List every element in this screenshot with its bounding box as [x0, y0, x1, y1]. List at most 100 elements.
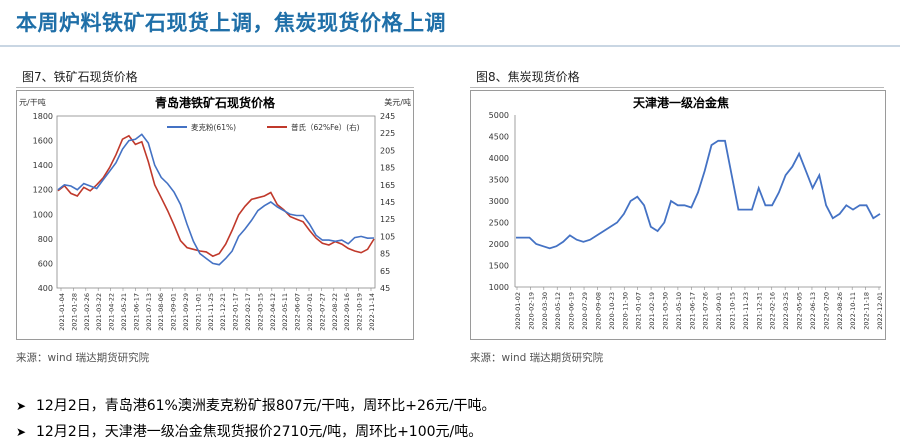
iron-ore-chart: 青岛港铁矿石现货价格 元/干吨 美元/吨 400 600 800 1000 1200 1400 1…: [16, 90, 414, 340]
x-tick-label: 2021-10-15: [729, 292, 737, 330]
left-axis-unit: 元/干吨: [19, 97, 46, 107]
x-tick-label: 2022-06-07: [294, 293, 302, 331]
page-title: 本周炉料铁矿石现货上调，焦炭现货价格上调: [16, 11, 446, 35]
x-tick-label: 2021-02-19: [648, 292, 656, 330]
figure-caption-iron-ore: 图7、铁矿石现货价格: [22, 70, 138, 84]
figure-source-coke: 来源：wind 瑞达期货研究院: [470, 352, 604, 364]
y-tick-label: 1000: [33, 210, 53, 219]
y-tick-label: 1400: [33, 161, 53, 170]
y2-tick-label: 85: [380, 250, 390, 259]
x-tick-label: 2021-03-22: [95, 293, 103, 331]
y-tick-label: 1200: [33, 186, 53, 195]
bullet-text: 12月2日，青岛港61%澳洲麦克粉矿报807元/干吨，周环比+26元/干吨。: [36, 398, 496, 414]
coke-chart: 天津港一级冶金焦 1000 1500 2000 2500 3000 3500 4000 4500…: [470, 90, 886, 340]
legend-label-series1: 麦克粉(61%): [191, 122, 236, 132]
y-tick-label: 800: [38, 235, 53, 244]
x-tick-label: 2020-07-29: [581, 292, 589, 330]
x-tick-label: 2022-07-20: [822, 292, 830, 330]
y-tick-label: 5000: [489, 111, 509, 120]
x-tick-label: 2020-01-02: [514, 292, 522, 330]
y-tick-label: 4000: [489, 154, 509, 163]
x-tick-label: 2020-03-30: [541, 292, 549, 330]
x-tick-label: 2021-12-31: [755, 292, 763, 330]
x-tick-label: 2022-12-01: [876, 292, 884, 330]
x-tick-label: 2021-09-01: [715, 292, 723, 330]
y2-tick-label: 125: [380, 215, 395, 224]
chart-title: 青岛港铁矿石现货价格: [155, 95, 276, 110]
x-tick-label: 2022-07-27: [318, 293, 326, 331]
x-tick-label: 2021-07-26: [702, 292, 710, 330]
y2-tick-label: 145: [380, 198, 395, 207]
bullet-text: 12月2日，天津港一级冶金焦现货报价2710元/吨，周环比+100元/吨。: [36, 424, 483, 440]
x-tick-label: 2021-03-30: [661, 292, 669, 330]
x-tick-label: 2022-06-13: [809, 292, 817, 330]
x-tick-label: 2022-11-18: [863, 292, 871, 330]
y-tick-label: 2500: [489, 219, 509, 228]
y-tick-label: 3000: [489, 197, 509, 206]
series-line-platts: [57, 134, 375, 258]
figure-caption-coke: 图8、焦炭现货价格: [476, 70, 580, 84]
x-tick-label: 2022-07-01: [306, 293, 314, 331]
figure-caption-rule: [470, 87, 884, 88]
x-tick-label: 2021-09-01: [170, 293, 178, 331]
figure-caption-rule: [16, 87, 414, 88]
x-tick-label: 2022-01-17: [232, 293, 240, 331]
x-tick-label: 2021-05-21: [120, 293, 128, 331]
x-tick-label: 2021-01-07: [635, 292, 643, 330]
chart-title: 天津港一级冶金焦: [633, 95, 729, 110]
series-line-coke: [516, 139, 881, 250]
y2-tick-label: 225: [380, 129, 395, 138]
iron-ore-chart-svg: 青岛港铁矿石现货价格 元/干吨 美元/吨 400 600 800 1000 1200 1400 1…: [19, 95, 411, 331]
x-tick-label: 2022-10-19: [356, 293, 364, 331]
x-tick-label: 2020-02-19: [527, 292, 535, 330]
y2-tick-label: 165: [380, 181, 395, 190]
x-tick-label: 2022-08-22: [331, 293, 339, 331]
x-tick-label: 2021-08-06: [157, 293, 165, 331]
legend-label-series2: 普氏（62%Fe）(右): [291, 122, 360, 132]
y-tick-label: 1800: [33, 112, 53, 121]
x-tick-label: 2022-03-25: [782, 292, 790, 330]
x-tick-label: 2022-11-14: [368, 293, 376, 331]
y2-tick-label: 105: [380, 232, 395, 241]
arrow-bullet-icon: ➤: [16, 425, 27, 439]
x-tick-label: 2022-04-12: [269, 293, 277, 331]
y-tick-label: 1000: [489, 283, 509, 292]
x-tick-label: 2021-11-25: [207, 293, 215, 331]
y-tick-label: 2000: [489, 240, 509, 249]
x-tick-label: 2021-09-29: [182, 293, 190, 331]
y-tick-label: 600: [38, 259, 53, 268]
x-tick-label: 2021-07-13: [145, 293, 153, 331]
x-tick-label: 2021-11-01: [194, 293, 202, 331]
y-tick-label: 4500: [489, 133, 509, 142]
coke-chart-svg: 天津港一级冶金焦 1000 1500 2000 2500 3000 3500 4000 4500…: [489, 95, 884, 330]
arrow-bullet-icon: ➤: [16, 399, 27, 413]
right-axis-unit: 美元/吨: [384, 97, 411, 107]
x-tick-label: 2022-09-16: [343, 293, 351, 331]
y-tick-label: 400: [38, 284, 53, 293]
bullet-coke: ➤ 12月2日，天津港一级冶金焦现货报价2710元/吨，周环比+100元/吨。: [16, 421, 482, 441]
bullet-iron-ore: ➤ 12月2日，青岛港61%澳洲麦克粉矿报807元/干吨，周环比+26元/干吨。: [16, 395, 496, 415]
x-tick-label: 2021-11-23: [742, 292, 750, 330]
x-tick-label: 2022-02-16: [769, 292, 777, 330]
x-tick-label: 2020-06-19: [568, 292, 576, 330]
x-tick-label: 2020-05-12: [554, 292, 562, 330]
x-tick-label: 2022-05-05: [796, 292, 804, 330]
x-tick-label: 2021-06-17: [132, 293, 140, 331]
x-tick-label: 2021-02-26: [83, 293, 91, 331]
title-divider: [0, 45, 900, 47]
y2-tick-label: 65: [380, 267, 390, 276]
x-tick-label: 2020-09-08: [594, 292, 602, 330]
x-tick-label: 2022-08-26: [836, 292, 844, 330]
y2-tick-label: 205: [380, 146, 395, 155]
x-tick-label: 2021-01-04: [58, 293, 66, 331]
y2-tick-label: 45: [380, 284, 390, 293]
x-tick-label: 2022-10-11: [849, 292, 857, 330]
x-tick-label: 2021-04-22: [108, 293, 116, 331]
x-tick-label: 2021-06-17: [688, 292, 696, 330]
figure-source-iron-ore: 来源：wind 瑞达期货研究院: [16, 352, 150, 364]
x-tick-label: 2022-05-11: [281, 293, 289, 331]
x-tick-label: 2020-10-23: [608, 292, 616, 330]
x-tick-label: 2022-02-17: [244, 293, 252, 331]
y-tick-label: 1500: [489, 262, 509, 271]
y-tick-label: 1600: [33, 137, 53, 146]
